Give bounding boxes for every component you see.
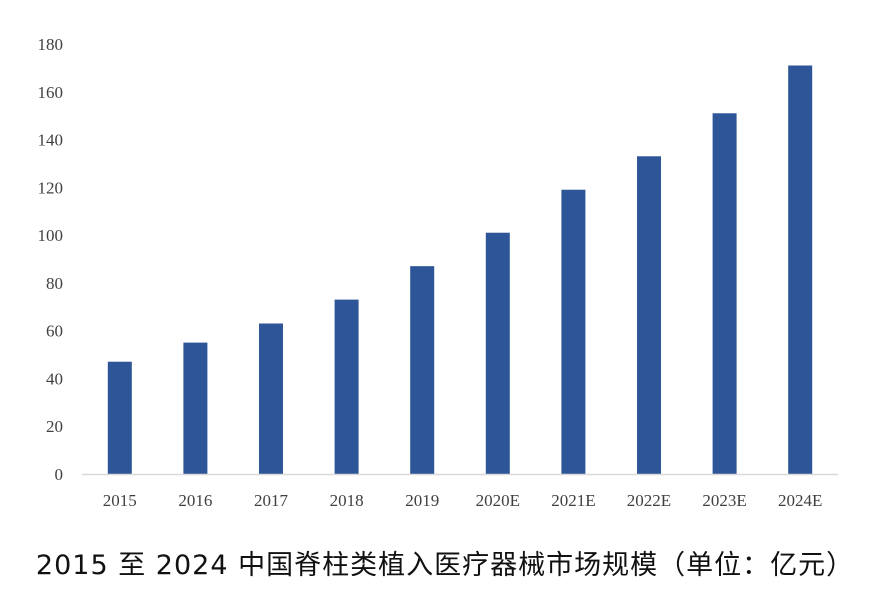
bar-2023E [712, 113, 737, 475]
bars [107, 65, 813, 475]
x-tick-label: 2017 [254, 491, 289, 510]
bar-2017 [259, 323, 283, 474]
y-tick-label: 20 [46, 417, 63, 436]
y-tick-label: 140 [38, 131, 64, 150]
x-tick-label: 2023E [702, 491, 746, 510]
y-tick-label: 180 [38, 35, 64, 54]
x-axis-ticks: 2015 2016 2017 2018 2019 2020E 2021E 2022E 2023E… [103, 491, 823, 510]
bar-2022E [637, 156, 661, 474]
bar-2015 [107, 361, 132, 474]
y-tick-label: 0 [55, 465, 64, 484]
y-tick-label: 60 [46, 322, 63, 341]
y-tick-label: 100 [38, 226, 64, 245]
y-axis-ticks: 0 20 40 60 80 100 120 140 160 180 [38, 35, 64, 484]
y-tick-label: 160 [38, 83, 64, 102]
bar-2021E [561, 189, 586, 474]
chart-title: 2015 至 2024 中国脊柱类植入医疗器械市场规模（单位：亿元） [35, 550, 855, 581]
x-tick-label: 2019 [405, 491, 439, 510]
bar-2016 [183, 342, 208, 474]
y-tick-label: 120 [38, 178, 64, 197]
x-tick-label: 2021E [551, 491, 595, 510]
x-tick-label: 2022E [627, 491, 671, 510]
x-tick-label: 2016 [178, 491, 212, 510]
x-tick-label: 2015 [103, 491, 137, 510]
bar-2018 [334, 299, 359, 474]
y-tick-label: 80 [46, 274, 63, 293]
x-tick-label: 2020E [476, 491, 520, 510]
bar-2024E [788, 65, 813, 474]
bar-2019 [410, 266, 435, 474]
x-tick-label: 2024E [778, 491, 822, 510]
x-tick-label: 2018 [330, 491, 364, 510]
bar-2020E [485, 232, 510, 474]
y-tick-label: 40 [46, 369, 63, 388]
